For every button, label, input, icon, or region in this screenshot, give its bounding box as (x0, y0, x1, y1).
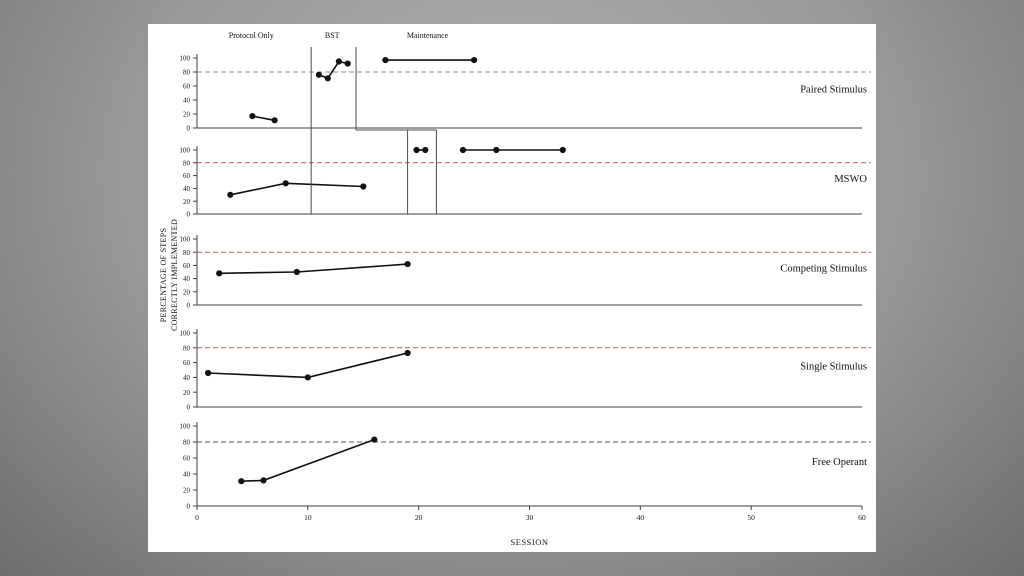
data-point (344, 60, 351, 67)
x-tick-label: 50 (747, 513, 755, 522)
phase-label: BST (325, 31, 340, 40)
data-point (360, 183, 367, 190)
series-protocol-only (252, 115, 275, 122)
data-point (471, 57, 478, 64)
y-tick-label: 40 (183, 97, 191, 105)
y-tick-label: 80 (183, 344, 191, 352)
panel-label: Single Stimulus (800, 361, 867, 372)
data-point (260, 477, 267, 484)
data-point (422, 146, 429, 154)
panel-label: MSWO (834, 174, 867, 185)
y-tick-label: 60 (183, 262, 191, 270)
x-tick-label: 40 (637, 513, 645, 522)
y-tick-label: 0 (187, 302, 191, 310)
y-tick-label: 60 (183, 455, 191, 463)
data-point (459, 146, 467, 154)
panel-mswo: 100 80 60 40 20 0 MSWO (180, 146, 871, 219)
y-tick-label: 100 (180, 330, 191, 338)
y-tick-label: 40 (183, 185, 191, 193)
y-tick-label: 20 (183, 288, 191, 296)
y-tick-label: 80 (183, 439, 191, 447)
y-tick-label: 20 (183, 198, 191, 206)
series-protocol-only (230, 182, 364, 196)
panel-label: Competing Stimulus (780, 264, 867, 275)
y-tick-label: 20 (183, 111, 191, 119)
data-point (282, 180, 289, 187)
series-protocol-only (241, 438, 375, 482)
y-tick-label: 0 (187, 211, 191, 219)
data-point (249, 113, 256, 120)
panel-label: Free Operant (812, 457, 867, 468)
data-point (293, 268, 300, 276)
panel-free-operant: 100 80 60 40 20 0 Free Operant (180, 422, 871, 511)
y-axis-title: CORRECTLY IMPLEMENTED (170, 219, 179, 331)
x-axis-title: SESSION (511, 537, 549, 547)
y-axis-title: PERCENTAGE OF STEPS (159, 228, 168, 322)
series-protocol-only (219, 263, 408, 275)
data-point (371, 436, 378, 443)
phase-label: Maintenance (407, 31, 449, 40)
data-point (382, 57, 389, 64)
data-point (324, 75, 331, 82)
x-tick-label: 0 (195, 513, 199, 522)
series-protocol-only (208, 352, 408, 379)
y-tick-label: 100 (180, 236, 191, 244)
panel-single-stimulus: 100 80 60 40 20 0 Single Stimulus (180, 329, 871, 412)
y-tick-label: 60 (183, 172, 191, 180)
y-tick-label: 0 (187, 125, 191, 133)
y-tick-label: 80 (183, 159, 191, 167)
phase-label: Protocol Only (229, 31, 274, 40)
y-tick-label: 100 (180, 147, 191, 155)
x-tick-label: 20 (415, 513, 423, 522)
series-bst (318, 60, 348, 80)
chart-card: 100 80 60 40 20 0 Paired Stimulus 100 80 60 40 20 0 M… (148, 24, 876, 552)
panel-label: Paired Stimulus (800, 85, 867, 96)
data-point (493, 146, 500, 154)
y-tick-label: 40 (183, 374, 191, 382)
y-tick-label: 20 (183, 389, 191, 397)
data-point (227, 191, 234, 198)
data-point (205, 369, 212, 377)
data-point (304, 374, 311, 381)
data-point (238, 478, 245, 485)
y-tick-label: 20 (183, 487, 191, 495)
y-tick-label: 80 (183, 69, 191, 77)
data-point (271, 117, 278, 124)
y-tick-label: 40 (183, 471, 191, 479)
data-point (559, 146, 566, 154)
x-tick-label: 30 (526, 513, 534, 522)
y-tick-label: 60 (183, 359, 191, 367)
data-point (404, 261, 411, 268)
y-tick-label: 80 (183, 249, 191, 257)
data-point (335, 58, 342, 65)
panel-paired-stimulus: 100 80 60 40 20 0 Paired Stimulus (180, 54, 871, 133)
data-point (216, 270, 223, 277)
x-tick-label: 60 (858, 513, 866, 522)
panel-competing-stimulus: 100 80 60 40 20 0 Competing Stimulus (180, 235, 871, 310)
data-point (404, 349, 411, 357)
y-tick-label: 40 (183, 275, 191, 283)
y-tick-label: 100 (180, 55, 191, 63)
x-tick-label: 10 (304, 513, 312, 522)
y-tick-label: 0 (187, 404, 191, 412)
y-tick-label: 100 (180, 423, 191, 431)
data-point (315, 71, 322, 78)
y-tick-label: 0 (187, 503, 191, 511)
data-point (413, 146, 420, 154)
y-tick-label: 60 (183, 83, 191, 91)
